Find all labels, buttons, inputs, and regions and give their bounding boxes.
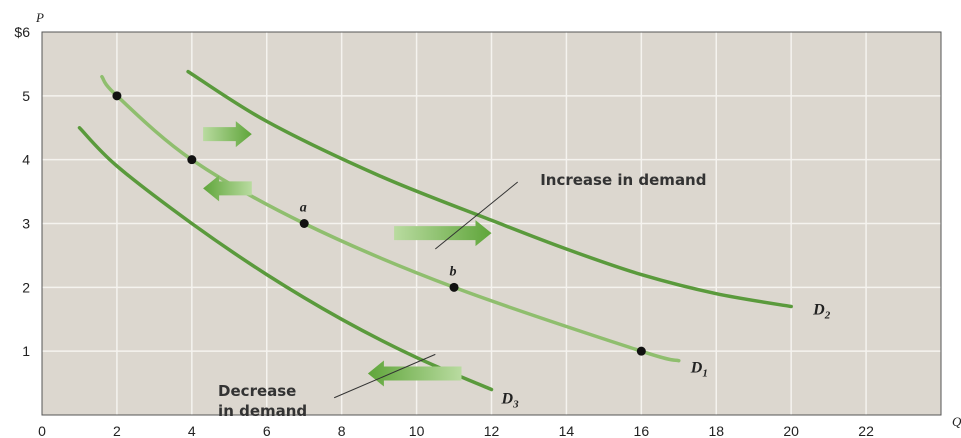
x-tick-label: 16	[634, 423, 650, 438]
x-tick-label: 20	[783, 423, 799, 438]
curve-d2	[186, 69, 793, 309]
curve-d1	[100, 74, 681, 363]
shift-arrows	[203, 121, 492, 387]
x-tick-label: 14	[559, 423, 575, 438]
demand-curves: D1 D2 D3	[77, 69, 831, 410]
x-tick-label: 4	[188, 423, 196, 438]
x-tick-label: 8	[338, 423, 346, 438]
curve-d3	[77, 126, 494, 392]
shift-arrow-left	[203, 175, 252, 202]
x-tick-label: 18	[708, 423, 724, 438]
plot-border	[41, 31, 942, 416]
annotations: Increase in demand Decrease in demand	[218, 171, 706, 420]
x-axis-name: Q	[952, 414, 961, 429]
annotation-leader	[434, 181, 519, 250]
shift-arrow-right	[203, 121, 252, 148]
data-point	[112, 91, 122, 101]
annotation-text: Increase in demand	[540, 171, 706, 189]
x-tick-label: 22	[858, 423, 874, 438]
y-tick-label: $6	[14, 24, 30, 40]
y-tick-label: 5	[22, 88, 30, 104]
annotation-leader	[333, 353, 436, 399]
shift-arrow-right	[394, 220, 492, 247]
point-label-a: a	[300, 201, 307, 216]
equilibrium-points: ab	[112, 91, 646, 356]
data-point	[299, 219, 309, 228]
data-point	[636, 346, 646, 356]
data-point	[187, 155, 197, 165]
annotation-text: Decrease in demand	[218, 382, 307, 420]
gridlines	[42, 32, 941, 415]
data-point	[449, 282, 459, 292]
shift-arrow-left	[367, 360, 462, 387]
y-tick-label: 4	[22, 152, 30, 168]
y-axis-name: P	[35, 10, 44, 25]
x-tick-label: 6	[263, 423, 271, 438]
x-tick-label: 12	[484, 423, 500, 438]
point-label-b: b	[450, 264, 457, 279]
curve-label-d1: D1	[690, 360, 708, 380]
curve-label-d3: D3	[501, 390, 520, 410]
y-tick-label: 2	[22, 279, 30, 295]
x-tick-label: 0	[38, 423, 46, 438]
y-tick-label: 3	[22, 216, 30, 232]
curve-label-d2: D2	[812, 301, 831, 321]
x-tick-label: 2	[113, 423, 121, 438]
x-tick-label: 10	[409, 423, 425, 438]
y-tick-label: 1	[22, 343, 30, 359]
